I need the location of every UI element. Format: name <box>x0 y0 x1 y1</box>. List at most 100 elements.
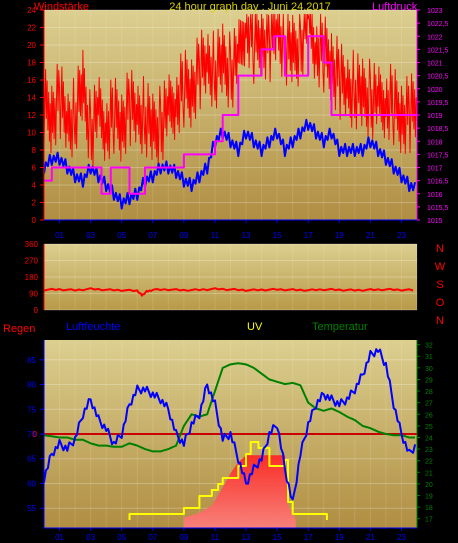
wind-tick-label: 4 <box>32 181 37 190</box>
pressure-tick-label: 1015,5 <box>427 205 449 212</box>
bottom-x-tick-label: 13 <box>242 533 251 542</box>
temperature-tick-label: 29 <box>425 377 433 384</box>
top-x-tick-label: 11 <box>211 231 220 240</box>
temperature-tick-label: 26 <box>425 412 433 419</box>
pressure-tick-label: 1023 <box>427 8 443 15</box>
compass-label: N <box>436 243 444 255</box>
humidity-tick-label: 60 <box>27 479 36 488</box>
pressure-line <box>44 35 417 195</box>
temperature-tick-label: 21 <box>425 470 433 477</box>
temperature-tick-label: 31 <box>425 354 433 361</box>
pressure-tick-label: 1018 <box>427 139 443 146</box>
bottom-x-tick-label: 23 <box>397 533 406 542</box>
bottom-x-tick-label: 15 <box>273 533 282 542</box>
temperature-tick-label: 17 <box>425 517 433 524</box>
pressure-tick-label: 1020 <box>427 87 443 94</box>
direction-tick-label: 270 <box>25 257 39 266</box>
pressure-tick-label: 1016 <box>427 192 443 199</box>
direction-tick-label: 0 <box>34 306 39 315</box>
temperature-tick-label: 20 <box>425 482 433 489</box>
temperature-tick-label: 30 <box>425 366 433 373</box>
pressure-tick-label: 1018,5 <box>427 126 449 133</box>
pressure-tick-label: 1020,5 <box>427 74 449 81</box>
compass-label: S <box>436 279 443 291</box>
bottom-x-tick-label: 21 <box>366 533 375 542</box>
temperature-tick-label: 23 <box>425 447 433 454</box>
rain-area <box>183 455 296 528</box>
pressure-tick-label: 1015 <box>427 218 443 225</box>
temperature-tick-label: 27 <box>425 401 433 408</box>
direction-plot-area <box>44 244 417 310</box>
direction-tick-label: 360 <box>25 240 39 249</box>
pressure-tick-label: 1021,5 <box>427 47 449 54</box>
chart-title: 24 hour graph day : Juni 24.2017 <box>169 1 330 13</box>
pressure-tick-label: 1022,5 <box>427 21 449 28</box>
pressure-tick-label: 1016,5 <box>427 179 449 186</box>
top-x-tick-label: 13 <box>242 231 251 240</box>
wind-tick-label: 18 <box>27 59 36 68</box>
humidity-label: Luftfeuchte <box>66 321 120 333</box>
wind-tick-label: 10 <box>27 129 36 138</box>
temperature-tick-label: 19 <box>425 494 433 501</box>
pressure-label: Luftdruck <box>372 1 418 13</box>
rain-tick-label: 0 <box>33 430 38 439</box>
top-x-tick-label: 19 <box>335 231 344 240</box>
direction-tick-label: 180 <box>25 273 39 282</box>
top-x-tick-label: 09 <box>179 231 188 240</box>
temperature-tick-label: 32 <box>425 343 433 350</box>
wind-tick-label: 6 <box>32 164 37 173</box>
wind-tick-label: 20 <box>27 41 36 50</box>
bottom-x-tick-label: 03 <box>86 533 95 542</box>
pressure-tick-label: 1021 <box>427 61 443 68</box>
compass-label: W <box>435 261 446 273</box>
top-x-tick-label: 21 <box>366 231 375 240</box>
bottom-x-tick-label: 19 <box>335 533 344 542</box>
humidity-tick-label: 80 <box>27 381 36 390</box>
wind-tick-label: 24 <box>27 6 36 15</box>
temperature-tick-label: 28 <box>425 389 433 396</box>
top-x-tick-label: 05 <box>117 231 126 240</box>
temperature-label: Temperatur <box>312 321 368 333</box>
temperature-line <box>43 362 416 453</box>
wind-tick-label: 16 <box>27 76 36 85</box>
top-x-tick-label: 17 <box>304 231 313 240</box>
top-x-tick-label: 01 <box>55 231 64 240</box>
pressure-tick-label: 1019,5 <box>427 100 449 107</box>
wind-tick-label: 12 <box>27 111 36 120</box>
top-x-tick-label: 15 <box>273 231 282 240</box>
humidity-tick-label: 75 <box>27 405 36 414</box>
wind-gust-line <box>43 13 417 167</box>
humidity-tick-label: 65 <box>27 455 36 464</box>
wind-tick-label: 22 <box>27 24 36 33</box>
humidity-tick-label: 70 <box>27 430 36 439</box>
compass-label: N <box>436 315 444 327</box>
wind-tick-label: 0 <box>32 216 37 225</box>
bottom-x-tick-label: 11 <box>211 533 220 542</box>
compass-label: O <box>436 297 445 309</box>
temperature-tick-label: 22 <box>425 459 433 466</box>
wind-label: Windstärke <box>34 1 89 13</box>
humidity-tick-label: 55 <box>27 504 36 513</box>
bottom-x-tick-label: 09 <box>179 533 188 542</box>
wind-tick-label: 14 <box>27 94 36 103</box>
bottom-x-tick-label: 07 <box>148 533 157 542</box>
wind-tick-label: 2 <box>32 199 37 208</box>
top-x-tick-label: 07 <box>148 231 157 240</box>
rain-label: Regen <box>3 323 35 335</box>
pressure-tick-label: 1017,5 <box>427 152 449 159</box>
wind-tick-label: 8 <box>32 146 37 155</box>
pressure-tick-label: 1017 <box>427 166 443 173</box>
humidity-line <box>43 348 417 501</box>
humidity-tick-label: 85 <box>27 356 36 365</box>
bottom-x-tick-label: 05 <box>117 533 126 542</box>
pressure-tick-label: 1019 <box>427 113 443 120</box>
wind-direction-line <box>43 287 414 297</box>
top-x-tick-label: 23 <box>397 231 406 240</box>
uv-label: UV <box>247 321 263 333</box>
direction-tick-label: 90 <box>29 290 38 299</box>
temperature-tick-label: 24 <box>425 435 433 442</box>
wind-average-line <box>43 118 417 210</box>
top-x-tick-label: 03 <box>86 231 95 240</box>
